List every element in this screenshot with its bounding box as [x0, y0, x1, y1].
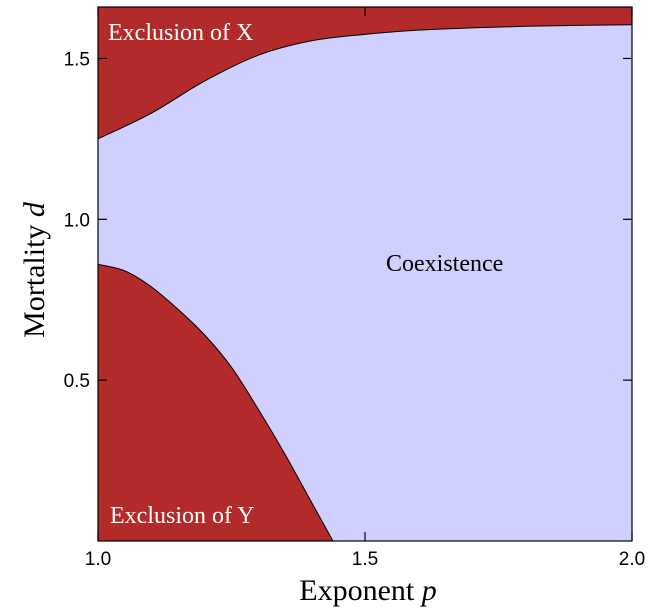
y-tick-label: 0.5	[64, 371, 90, 392]
y-tick-label: 1.0	[64, 210, 90, 231]
boundary-exclusion-x	[97, 24, 633, 140]
x-tick-label: 1.5	[352, 549, 378, 570]
region-exclusion-y	[98, 264, 333, 541]
region-label-exclusion-y: Exclusion of Y	[110, 503, 254, 529]
x-axis-label: Exponent	[299, 574, 415, 607]
boundary-exclusion-y	[97, 263, 334, 542]
region-exclusion-x	[98, 7, 632, 139]
x-tick-label: 2.0	[619, 549, 645, 570]
x-tick-label: 1.0	[85, 549, 111, 570]
x-axis-title: Exponent p	[299, 574, 436, 607]
y-axis-label: Mortality	[18, 225, 51, 338]
y-axis-variable: d	[18, 201, 51, 217]
region-label-coexistence: Coexistence	[386, 251, 503, 277]
x-axis-variable: p	[420, 574, 437, 607]
y-axis-title: Mortality d	[18, 201, 51, 338]
y-tick-label: 1.5	[64, 49, 90, 70]
region-label-exclusion-x: Exclusion of X	[108, 20, 253, 46]
